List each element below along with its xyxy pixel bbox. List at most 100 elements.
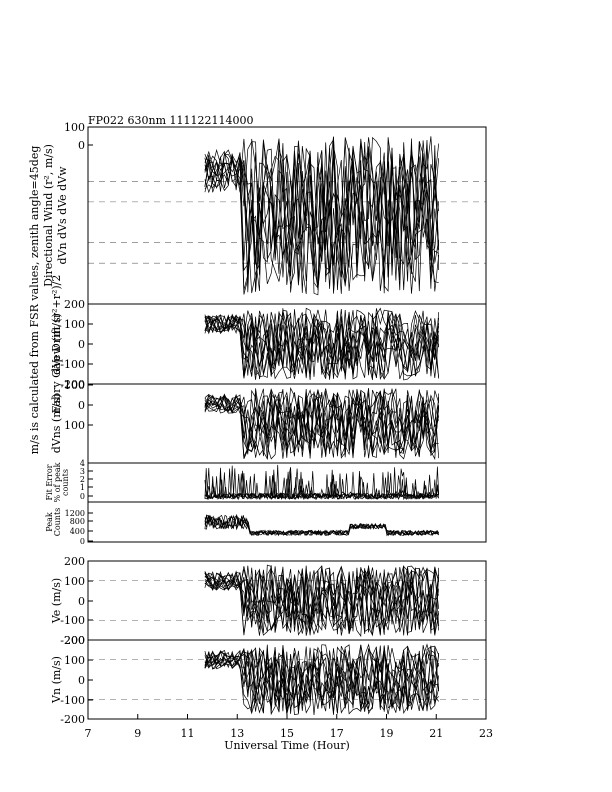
ytick-label-ve-3: -100 <box>60 614 85 627</box>
traces-dvns <box>204 386 440 461</box>
ylabel-ve-0: Ve (m/s) <box>50 578 63 624</box>
trace-vn-11 <box>204 645 439 713</box>
trace-vn-4 <box>204 645 440 714</box>
trace-fiterror-5 <box>204 464 440 500</box>
trace-ve-10 <box>204 566 440 636</box>
traces-vn <box>204 643 440 716</box>
ytick-label-vn-1: 100 <box>64 654 85 667</box>
ylabel-dvew-0: Fabry Gap Drift (r²+r²)/2 <box>50 275 63 414</box>
ylabel-vn-0: Vn (m/s) <box>50 656 63 704</box>
trace-vn-9 <box>204 645 440 715</box>
ytick-label-peak-1: 800 <box>70 517 85 526</box>
ytick-label-vn-3: -100 <box>60 694 85 707</box>
trace-dvns-11 <box>204 387 440 460</box>
trace-dvew-10 <box>204 308 440 381</box>
ytick-label-ve-2: 0 <box>78 595 85 608</box>
xtick-label-8: 23 <box>479 727 493 740</box>
xtick-label-4: 15 <box>280 727 294 740</box>
trace-ve-1 <box>204 566 440 636</box>
traces-directional <box>204 136 440 296</box>
ytick-label-peak-3: 0 <box>80 537 85 546</box>
trace-directional-8 <box>204 139 440 293</box>
trace-directional-11 <box>204 140 440 296</box>
x-axis-label: Universal Time (Hour) <box>224 739 350 752</box>
ytick-label-ve-1: 100 <box>64 575 85 588</box>
trace-dvew-8 <box>204 311 440 380</box>
trace-dvew-4 <box>204 311 440 380</box>
trace-vn-6 <box>204 644 440 714</box>
ytick-label-fiterror-3: 1 <box>80 483 85 492</box>
ylabel-directional-1: dVn dVs dVe dVw <box>56 166 69 265</box>
ytick-label-fiterror-4: 0 <box>80 492 85 501</box>
ytick-label-dvew-1: 100 <box>64 318 85 331</box>
xtick-label-2: 11 <box>181 727 195 740</box>
ytick-label-ve-0: 200 <box>64 555 85 568</box>
trace-ve-3 <box>204 566 440 636</box>
trace-vn-10 <box>204 644 439 715</box>
trace-directional-1 <box>204 136 440 294</box>
traces-peak <box>204 513 440 537</box>
trace-ve-5 <box>204 565 440 636</box>
ytick-label-fiterror-1: 3 <box>80 467 85 476</box>
trace-peak-5 <box>204 514 439 537</box>
frame-dvew <box>87 303 487 385</box>
ytick-label-dvns-1: 0 <box>78 399 85 412</box>
ytick-label-dvew-0: 200 <box>64 298 85 311</box>
trace-dvns-10 <box>204 387 439 460</box>
ylabel-directional-0: Directional Wind (r², m/s) <box>42 144 55 287</box>
ytick-label-vn-2: 0 <box>78 674 85 687</box>
ytick-label-vn-4: -200 <box>60 713 85 726</box>
ylabel-peak-0: Peak <box>45 512 54 532</box>
ylabel-fiterror-2: counts <box>61 469 70 496</box>
ylabel-dvew-1: dVew (m/s) <box>50 313 63 375</box>
ytick-label-dvew-4: -200 <box>60 378 85 391</box>
ytick-label-dvew-3: -100 <box>60 358 85 371</box>
ytick-label-dvew-2: 0 <box>78 338 85 351</box>
xtick-label-7: 21 <box>429 727 443 740</box>
ytick-label-directional-0: 100 <box>64 121 85 134</box>
traces-ve <box>204 564 440 638</box>
chart-title: FP022 630nm 111122114000 <box>88 114 254 127</box>
ylabel-fiterror-0: Fit Error <box>45 464 54 500</box>
panel-ve: 200 100 0 -100 -200 Ve (m/s) <box>50 555 487 647</box>
ytick-label-vn-0: 200 <box>64 634 85 647</box>
trace-directional-9 <box>204 136 440 294</box>
traces-dvew <box>204 307 440 381</box>
left-side-label: m/s is calculated from FSR values, zenit… <box>28 146 41 455</box>
traces-fiterror <box>204 464 440 501</box>
panel-directional: 100 0 Directional Wind (r², m/s) dVn dVs dV… <box>42 121 487 305</box>
trace-ve-8 <box>204 565 439 634</box>
trace-dvew-11 <box>204 307 440 379</box>
ylabel-peak-1: Counts <box>53 508 62 537</box>
trace-ve-6 <box>204 565 440 633</box>
trace-ve-11 <box>204 566 440 637</box>
x-axis: 7 9 11 13 15 17 19 21 23 <box>85 714 493 740</box>
panel-vn: 200 100 0 -100 -200 Vn (m/s) <box>50 634 487 726</box>
trace-dvns-6 <box>204 389 440 458</box>
ytick-label-peak-0: 1200 <box>65 509 85 518</box>
ytick-label-dvns-0: 100 <box>64 379 85 392</box>
xtick-label-0: 7 <box>85 727 92 740</box>
xtick-label-3: 13 <box>230 727 244 740</box>
trace-dvns-8 <box>204 394 440 460</box>
ytick-label-fiterror-2: 2 <box>80 475 85 484</box>
ylabel-dvns-0: dVns (m/s) <box>50 394 63 454</box>
trace-dvew-6 <box>204 310 440 379</box>
ytick-label-dvns-2: 100 <box>64 419 85 432</box>
ytick-label-fiterror-0: 4 <box>80 459 85 468</box>
xtick-label-6: 19 <box>380 727 394 740</box>
xtick-label-5: 17 <box>330 727 344 740</box>
trace-dvew-5 <box>204 309 440 380</box>
ytick-label-directional-1: 0 <box>78 139 85 152</box>
trace-directional-10 <box>204 138 439 287</box>
ytick-label-peak-2: 400 <box>70 527 85 536</box>
trace-ve-9 <box>204 568 440 636</box>
trace-vn-2 <box>204 644 440 714</box>
ylabel-fiterror-1: % of peak <box>53 462 62 502</box>
